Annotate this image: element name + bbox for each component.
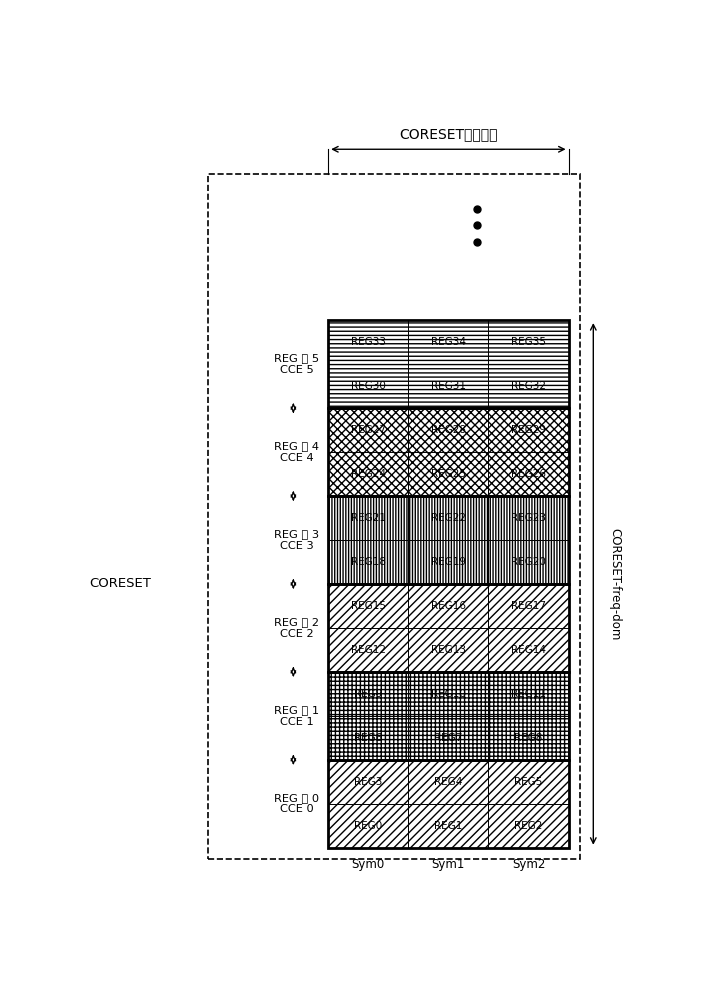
Bar <box>408 408 489 452</box>
Bar <box>489 452 569 496</box>
Bar <box>489 540 569 584</box>
Text: REG25: REG25 <box>431 469 466 479</box>
Bar <box>408 540 489 584</box>
Bar <box>328 364 408 408</box>
Bar <box>328 540 408 584</box>
Bar <box>489 804 569 848</box>
Text: REG17: REG17 <box>511 601 546 611</box>
Text: REG30: REG30 <box>351 381 386 391</box>
Text: REG31: REG31 <box>431 381 466 391</box>
Bar <box>489 408 569 452</box>
Text: CORESET-freq-dom: CORESET-freq-dom <box>608 528 622 640</box>
Bar <box>408 716 489 760</box>
Text: REG2: REG2 <box>514 821 543 831</box>
Text: REG 束 3
CCE 3: REG 束 3 CCE 3 <box>274 529 319 551</box>
Text: REG9: REG9 <box>354 689 382 699</box>
Text: REG3: REG3 <box>354 777 382 787</box>
Bar <box>408 584 489 628</box>
Bar <box>408 364 489 408</box>
Bar <box>408 496 489 540</box>
Text: CORESET持续时间: CORESET持续时间 <box>399 128 498 142</box>
Text: REG1: REG1 <box>434 821 463 831</box>
Bar <box>408 760 489 804</box>
Text: REG6: REG6 <box>354 733 382 743</box>
Bar <box>408 672 489 716</box>
Text: REG11: REG11 <box>511 689 546 699</box>
Bar <box>489 584 569 628</box>
Bar <box>489 628 569 672</box>
Text: REG27: REG27 <box>351 425 386 435</box>
Text: REG24: REG24 <box>351 469 386 479</box>
Text: REG0: REG0 <box>354 821 382 831</box>
Bar <box>328 320 569 408</box>
Text: REG12: REG12 <box>351 645 386 655</box>
Text: CORESET: CORESET <box>89 577 151 590</box>
Text: REG21: REG21 <box>351 513 386 523</box>
Bar <box>328 452 408 496</box>
Text: REG26: REG26 <box>511 469 546 479</box>
Text: REG10: REG10 <box>431 689 466 699</box>
Text: REG 束 5
CCE 5: REG 束 5 CCE 5 <box>274 353 319 375</box>
Text: REG15: REG15 <box>351 601 386 611</box>
Bar <box>408 320 489 364</box>
Bar <box>408 628 489 672</box>
Bar <box>328 408 408 452</box>
Bar <box>489 320 569 364</box>
Text: REG 束 0
CCE 0: REG 束 0 CCE 0 <box>274 793 319 814</box>
Bar <box>328 320 408 364</box>
Text: REG19: REG19 <box>431 557 466 567</box>
Text: REG23: REG23 <box>511 513 546 523</box>
Text: Sym1: Sym1 <box>432 858 465 871</box>
Bar <box>328 408 569 496</box>
Text: REG 束 4
CCE 4: REG 束 4 CCE 4 <box>274 441 319 463</box>
Bar <box>208 174 580 859</box>
Bar <box>489 716 569 760</box>
Text: REG16: REG16 <box>431 601 466 611</box>
Text: REG32: REG32 <box>511 381 546 391</box>
Bar <box>328 496 569 584</box>
Text: Sym2: Sym2 <box>512 858 545 871</box>
Text: REG28: REG28 <box>431 425 466 435</box>
Text: REG34: REG34 <box>431 337 466 347</box>
Bar <box>408 452 489 496</box>
Bar <box>328 672 569 760</box>
Bar <box>328 584 408 628</box>
Bar <box>328 760 408 804</box>
Bar <box>328 760 569 848</box>
Text: REG 束 1
CCE 1: REG 束 1 CCE 1 <box>274 705 319 727</box>
Text: REG20: REG20 <box>511 557 546 567</box>
Bar <box>408 804 489 848</box>
Text: REG33: REG33 <box>351 337 386 347</box>
Text: REG 束 2
CCE 2: REG 束 2 CCE 2 <box>274 617 319 639</box>
Bar <box>328 716 408 760</box>
Bar <box>489 760 569 804</box>
Text: Sym0: Sym0 <box>352 858 385 871</box>
Text: REG29: REG29 <box>511 425 546 435</box>
Text: REG8: REG8 <box>514 733 543 743</box>
Bar <box>489 364 569 408</box>
Text: REG35: REG35 <box>511 337 546 347</box>
Text: REG18: REG18 <box>351 557 386 567</box>
Bar <box>328 672 408 716</box>
Text: REG13: REG13 <box>431 645 466 655</box>
Text: REG5: REG5 <box>514 777 543 787</box>
Text: REG22: REG22 <box>431 513 466 523</box>
Bar <box>328 496 408 540</box>
Bar <box>489 672 569 716</box>
Text: REG4: REG4 <box>434 777 463 787</box>
Text: REG14: REG14 <box>511 645 546 655</box>
Bar <box>489 496 569 540</box>
Text: REG7: REG7 <box>434 733 463 743</box>
Bar <box>328 584 569 672</box>
Bar <box>328 628 408 672</box>
Bar <box>328 804 408 848</box>
